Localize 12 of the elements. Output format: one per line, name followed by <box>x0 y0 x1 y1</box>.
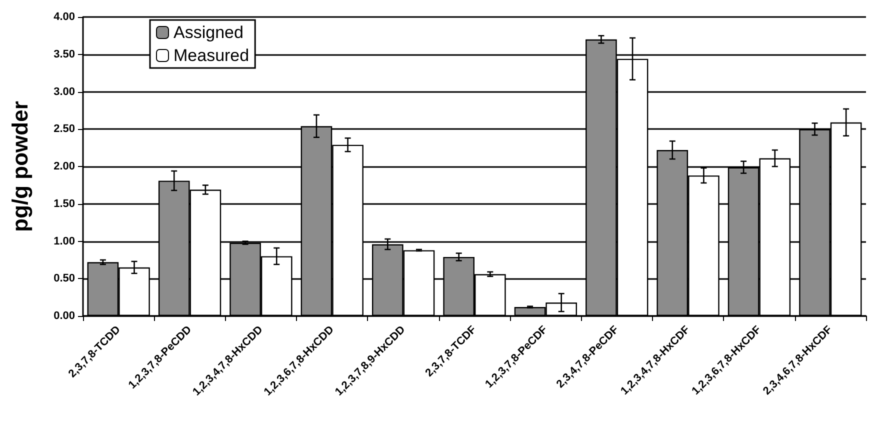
y-tick-label: 3.50 <box>54 48 75 60</box>
y-tick-label: 2.00 <box>54 160 75 172</box>
y-tick-label: 0.00 <box>54 310 75 322</box>
y-tick-label: 4.00 <box>54 11 75 23</box>
y-tick-label: 2.50 <box>54 123 75 136</box>
y-tick-label: 1.00 <box>54 235 75 248</box>
legend-label: Assigned <box>174 23 244 42</box>
legend-label: Measured <box>174 46 250 65</box>
y-tick-label: 1.50 <box>54 198 75 210</box>
y-tick-label: 3.00 <box>54 86 75 98</box>
y-tick-label: 0.50 <box>54 272 75 285</box>
y-axis-title: pg/g powder <box>8 100 32 232</box>
